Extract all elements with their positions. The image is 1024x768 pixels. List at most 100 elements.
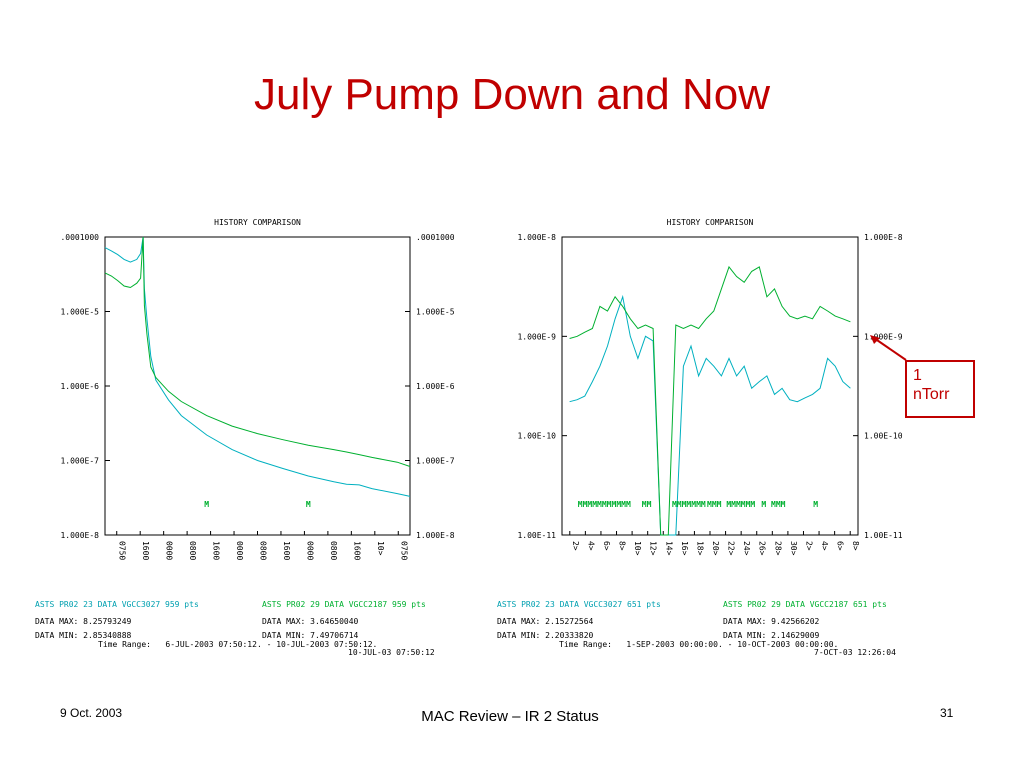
series-line-2 [569, 265, 851, 536]
x-tick-label: 20> [711, 541, 720, 556]
y-tick-label-right: 1.000E-5 [416, 308, 455, 317]
y-tick-label: 1.000E-8 [517, 233, 556, 242]
x-tick-label: 0750 [118, 541, 127, 560]
x-tick-label: 14> [664, 541, 673, 556]
x-tick-label: 0000 [235, 541, 244, 560]
x-tick-label: 1600 [212, 541, 221, 560]
series-line-2 [104, 236, 411, 467]
y-tick-label: 1.000E-5 [60, 308, 99, 317]
callout-arrow [870, 335, 907, 361]
y-tick-label: 1.000E-8 [60, 531, 99, 540]
footer-date: 9 Oct. 2003 [60, 706, 123, 720]
x-tick-label: 0800 [329, 541, 338, 560]
page-number: 31 [940, 706, 954, 720]
left-s2-max-value: 3.64650040 [310, 617, 359, 626]
right-s2-min-value: 2.14629009 [771, 631, 820, 640]
chart-title: HISTORY COMPARISON [667, 218, 754, 227]
left-s1-max-value: 8.25793249 [83, 617, 132, 626]
left-series-1-label: ASTS PR02 23 DATA VGCC3027 959 pts [35, 600, 199, 609]
right-series-1-label: ASTS PR02 23 DATA VGCC3027 651 pts [497, 600, 661, 609]
chart-title: HISTORY COMPARISON [214, 218, 301, 227]
x-tick-label: 0800 [188, 541, 197, 560]
x-tick-label: 2> [571, 541, 580, 551]
x-tick-label: 22> [727, 541, 736, 556]
left-series-1-max: DATA MAX: 8.25793249 [35, 617, 132, 626]
x-tick-label: 4> [820, 541, 829, 551]
x-tick-label: 0000 [165, 541, 174, 560]
y-tick-label-right: 1.00E-10 [864, 432, 903, 441]
event-marker: M MMM [761, 500, 785, 509]
x-tick-label: 8> [851, 541, 860, 551]
event-marker: MMMMMMMMMMM [578, 500, 631, 509]
now-chart: HISTORY COMPARISON 1.000E-8 1.000E-8 1.000E… [517, 218, 903, 556]
x-tick-label: 0000 [305, 541, 314, 560]
x-tick-label: 10> [376, 541, 385, 556]
x-tick-label: 1600 [141, 541, 150, 560]
y-tick-label-right: 1.000E-8 [416, 531, 455, 540]
x-tick-label: 4> [586, 541, 595, 551]
right-s1-max-value: 2.15272564 [545, 617, 594, 626]
plot-frame [561, 236, 859, 536]
right-series-2-max: DATA MAX: 9.42566202 [723, 617, 820, 626]
y-tick-label-right: 1.00E-11 [864, 531, 903, 540]
y-tick-label-right: 1.000E-9 [864, 332, 903, 341]
x-tick-label: 6> [836, 541, 845, 551]
event-marker: M [306, 500, 311, 509]
x-tick-label: 1600 [352, 541, 361, 560]
event-marker: MMMMMMM [672, 500, 706, 509]
y-tick-label: 1.000E-7 [60, 457, 99, 466]
plot-frame [104, 236, 411, 536]
y-tick-label: 1.000E-6 [60, 382, 99, 391]
callout-line-1: 1 [913, 367, 922, 384]
series-line-1 [104, 236, 411, 497]
slide-title: July Pump Down and Now [253, 70, 770, 119]
left-time-stamp: 10-JUL-03 07:50:12 [348, 648, 435, 657]
y-tick-label: 1.000E-9 [517, 332, 556, 341]
left-series-2-label: ASTS PR02 29 DATA VGCC2187 959 pts [262, 600, 426, 609]
right-s1-min-value: 2.20333820 [545, 631, 594, 640]
right-series-1-min: DATA MIN: 2.20333820 [497, 631, 594, 640]
x-tick-label: 16> [680, 541, 689, 556]
y-tick-label-right: 1.000E-8 [864, 233, 903, 242]
y-tick-label-right: 1.000E-7 [416, 457, 455, 466]
left-series-1-min: DATA MIN: 2.85340888 [35, 631, 132, 640]
right-series-2-min: DATA MIN: 2.14629009 [723, 631, 820, 640]
y-tick-label-right: 1.000E-6 [416, 382, 455, 391]
x-tick-label: 0800 [259, 541, 268, 560]
y-tick-label: .0001000 [60, 233, 99, 242]
right-s2-max-value: 9.42566202 [771, 617, 820, 626]
x-tick-label: 0750 [399, 541, 408, 560]
x-tick-label: 2> [804, 541, 813, 551]
series-line-1 [569, 294, 851, 536]
x-tick-label: 8> [618, 541, 627, 551]
x-tick-label: 30> [789, 541, 798, 556]
y-tick-label: 1.00E-10 [517, 432, 556, 441]
x-tick-label: 12> [649, 541, 658, 556]
x-tick-label: 6> [602, 541, 611, 551]
x-tick-label: 1600 [282, 541, 291, 560]
left-s2-min-value: 7.49706714 [310, 631, 359, 640]
right-time-range: Time Range: 1-SEP-2003 00:00:00. - 10-OC… [559, 640, 839, 649]
event-marker: M [204, 500, 209, 509]
footer-title: MAC Review – IR 2 Status [421, 708, 599, 725]
x-tick-label: 26> [758, 541, 767, 556]
y-tick-label-right: .0001000 [416, 233, 455, 242]
event-marker: MMM MMMMMM [707, 500, 755, 509]
x-tick-label: 24> [742, 541, 751, 556]
left-time-range: Time Range: 6-JUL-2003 07:50:12. - 10-JU… [98, 640, 378, 649]
right-time-stamp: 7-OCT-03 12:26:04 [814, 648, 896, 657]
x-tick-label: 10> [633, 541, 642, 556]
callout-box: 1 nTorr [905, 360, 975, 418]
right-series-1-max: DATA MAX: 2.15272564 [497, 617, 594, 626]
x-tick-label: 28> [773, 541, 782, 556]
right-series-2-label: ASTS PR02 29 DATA VGCC2187 651 pts [723, 600, 887, 609]
y-tick-label: 1.00E-11 [517, 531, 556, 540]
pump-down-chart: HISTORY COMPARISON .0001000 .0001000 1.000E… [60, 218, 455, 560]
left-s1-min-value: 2.85340888 [83, 631, 132, 640]
callout-line-2: nTorr [913, 386, 950, 403]
x-tick-label: 18> [695, 541, 704, 556]
left-series-2-max: DATA MAX: 3.64650040 [262, 617, 359, 626]
event-marker: MM [642, 500, 652, 509]
left-series-2-min: DATA MIN: 7.49706714 [262, 631, 359, 640]
event-marker: M [813, 500, 818, 509]
